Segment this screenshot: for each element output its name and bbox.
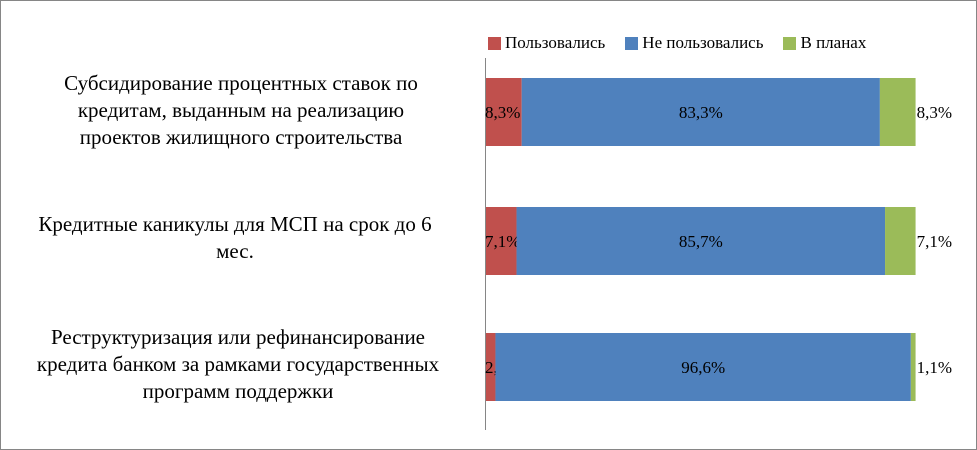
data-label-used-1: 7,1% (485, 232, 520, 251)
legend-swatch-planned (783, 36, 797, 50)
category-label-2-line-2: программ поддержки (142, 379, 334, 403)
legend-item-planned: В планах (783, 33, 866, 53)
category-label-2-line-1: кредита банком за рамками государственны… (36, 352, 440, 376)
category-label-1-line-0: Кредитные каникулы для МСП на срок до 6 (38, 212, 432, 236)
data-label-planned-0: 8,3% (917, 103, 952, 122)
category-label-0: Субсидирование процентных ставок по кред… (6, 70, 476, 151)
bar-not-used-1 (516, 207, 886, 275)
bar-planned-1 (885, 207, 916, 275)
data-label-used-0: 8,3% (485, 103, 520, 122)
category-label-0-line-2: проектов жилищного строительства (79, 125, 403, 149)
category-label-2-line-0: Реструктуризация или рефинансирование (50, 325, 426, 349)
bar-not-used-0 (521, 78, 880, 146)
legend-item-used: Пользовались (488, 33, 605, 53)
bars-group: 8,3%83,3%8,3%7,1%85,7%7,1%2,2%96,6%1,1% (485, 78, 952, 401)
legend-swatch-not-used (625, 36, 639, 50)
category-label-1-line-1: мес. (216, 239, 254, 263)
data-label-not-used-0: 83,3% (679, 103, 723, 122)
bar-used-2 (486, 333, 496, 401)
bar-not-used-2 (495, 333, 911, 401)
legend-label-used: Пользовались (505, 33, 606, 52)
category-label-2: Реструктуризация или рефинансирование кр… (3, 324, 473, 405)
category-label-1: Кредитные каникулы для МСП на срок до 6 … (0, 211, 470, 265)
category-label-0-line-0: Субсидирование процентных ставок по (64, 71, 418, 95)
legend-label-not-used: Не пользовались (642, 33, 764, 52)
data-label-planned-1: 7,1% (917, 232, 952, 251)
legend-label-planned: В планах (800, 33, 867, 52)
bar-planned-0 (879, 78, 916, 146)
data-label-planned-2: 1,1% (917, 358, 952, 377)
legend-swatch-used (488, 36, 501, 50)
legend: Пользовались Не пользовались В планах (488, 33, 866, 53)
bar-used-1 (486, 207, 517, 275)
data-label-not-used-1: 85,7% (679, 232, 723, 251)
category-label-0-line-1: кредитам, выданным на реализацию (77, 98, 405, 122)
bar-planned-2 (910, 333, 916, 401)
data-label-not-used-2: 96,6% (681, 358, 725, 377)
legend-item-not-used: Не пользовались (625, 33, 763, 53)
bar-used-0 (486, 78, 522, 146)
